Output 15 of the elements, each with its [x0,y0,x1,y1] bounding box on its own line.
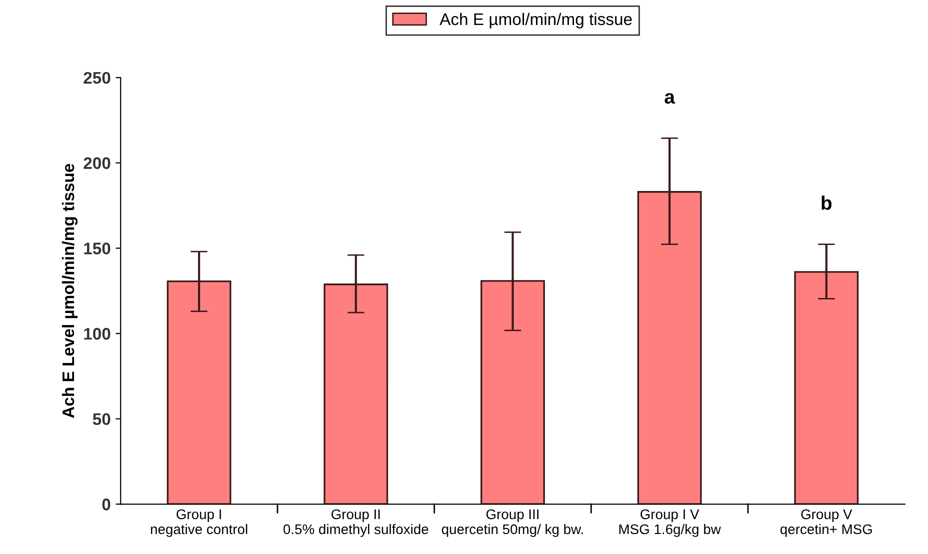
y-tick-label: 200 [84,157,110,170]
x-tick-label: Group III quercetin 50mg/ kg bw. [442,509,583,537]
y-tick-label: 0 [102,498,110,510]
x-tick-label: Group V qercetin+ MSG [780,509,872,537]
x-tick-label: Group II 0.5% dimethyl sulfoxide [283,509,428,537]
y-axis-title: Ach E Level µmol/min/mg tissue [62,164,78,418]
annotation: b [822,196,832,210]
y-tick-label: 250 [84,72,110,84]
y-tick-label: 100 [84,328,110,340]
x-tick-label: Group I negative control [150,509,248,537]
y-tick-label: 50 [92,413,110,426]
x-tick-label: Group I V MSG 1.6g/kg bw [619,509,721,537]
y-tick-label: 150 [84,242,110,254]
annotation: a [664,93,676,104]
legend-label: Ach E µmol/min/mg tissue [440,12,632,28]
